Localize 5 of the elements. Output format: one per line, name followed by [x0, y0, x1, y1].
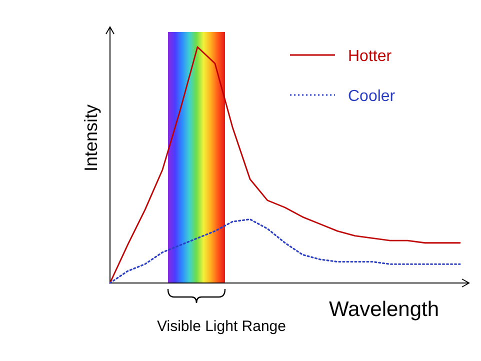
text: Visible Light Range: [157, 318, 286, 335]
legend-label: Hotter: [348, 48, 392, 65]
y-axis-title: Intensity: [81, 104, 101, 172]
x-axis-title: Wavelength: [328, 298, 440, 321]
legend-label: Cooler: [348, 88, 396, 105]
